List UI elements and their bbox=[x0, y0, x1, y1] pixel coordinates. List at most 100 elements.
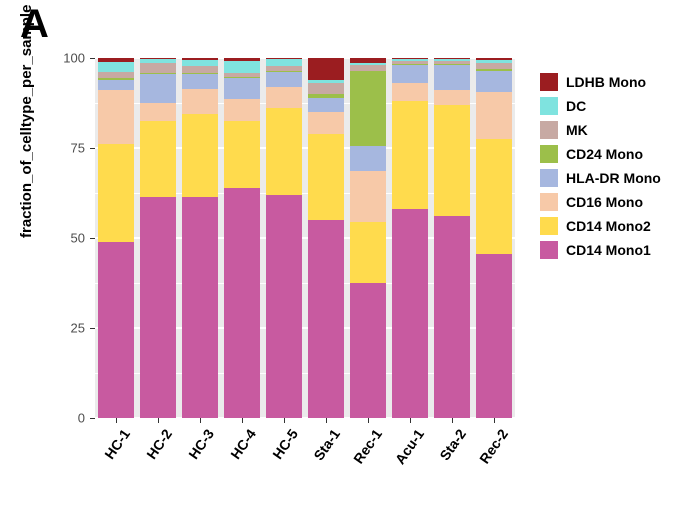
bar-segment bbox=[434, 58, 471, 59]
legend-swatch bbox=[540, 169, 558, 187]
legend-label: CD24 Mono bbox=[566, 146, 643, 162]
legend-label: CD14 Mono1 bbox=[566, 242, 651, 258]
bar-segment bbox=[308, 134, 345, 220]
bar-segment bbox=[140, 103, 177, 121]
bar-segment bbox=[476, 139, 513, 254]
bar bbox=[476, 58, 513, 418]
bar bbox=[434, 58, 471, 418]
bar-segment bbox=[182, 66, 219, 73]
bar-segment bbox=[434, 216, 471, 418]
x-tick-label: HC-4 bbox=[227, 426, 259, 462]
bar-segment bbox=[182, 89, 219, 114]
bar-segment bbox=[434, 64, 471, 65]
x-tick-label: HC-3 bbox=[185, 426, 217, 462]
x-tick-mark bbox=[284, 418, 285, 423]
bar-segment bbox=[182, 74, 219, 88]
y-tick-label: 50 bbox=[55, 231, 85, 246]
legend-label: CD16 Mono bbox=[566, 194, 643, 210]
bar-segment bbox=[434, 61, 471, 65]
bar-segment bbox=[98, 62, 135, 73]
bar-segment bbox=[98, 144, 135, 241]
legend-swatch bbox=[540, 121, 558, 139]
bar bbox=[98, 58, 135, 418]
legend-label: HLA-DR Mono bbox=[566, 170, 661, 186]
legend-item: CD24 Mono bbox=[540, 142, 680, 166]
bar-segment bbox=[476, 60, 513, 64]
bar-segment bbox=[434, 59, 471, 60]
legend-swatch bbox=[540, 193, 558, 211]
x-tick-label: Sta-1 bbox=[310, 426, 343, 463]
y-tick-label: 75 bbox=[55, 141, 85, 156]
x-tick-mark bbox=[158, 418, 159, 423]
bar-segment bbox=[140, 74, 177, 103]
legend-swatch bbox=[540, 145, 558, 163]
bar-segment bbox=[308, 112, 345, 134]
bar-segment bbox=[350, 71, 387, 147]
bar-segment bbox=[98, 242, 135, 418]
bar-segment bbox=[140, 58, 177, 59]
x-tick-mark bbox=[242, 418, 243, 423]
x-tick-mark bbox=[452, 418, 453, 423]
bar-segment bbox=[266, 72, 303, 86]
x-tick-label: Acu-1 bbox=[392, 426, 427, 467]
legend-swatch bbox=[540, 73, 558, 91]
bar-segment bbox=[98, 90, 135, 144]
bar-segment bbox=[140, 63, 177, 74]
bar-segment bbox=[350, 283, 387, 418]
y-tick-label: 100 bbox=[55, 51, 85, 66]
legend-item: CD14 Mono2 bbox=[540, 214, 680, 238]
bar-segment bbox=[476, 63, 513, 68]
bar-segment bbox=[182, 197, 219, 418]
bar-segment bbox=[308, 58, 345, 80]
legend-label: LDHB Mono bbox=[566, 74, 646, 90]
x-tick-label: HC-5 bbox=[269, 426, 301, 462]
bar-segment bbox=[308, 98, 345, 112]
bar-segment bbox=[140, 73, 177, 74]
legend-swatch bbox=[540, 97, 558, 115]
bar-segment bbox=[266, 66, 303, 71]
bar-segment bbox=[350, 171, 387, 221]
bar-segment bbox=[434, 90, 471, 104]
bar-segment bbox=[308, 83, 345, 94]
bar bbox=[224, 58, 261, 418]
bar-segment bbox=[182, 60, 219, 66]
bar-segment bbox=[392, 209, 429, 418]
bar-segment bbox=[182, 73, 219, 74]
legend-item: HLA-DR Mono bbox=[540, 166, 680, 190]
bar-segment bbox=[308, 80, 345, 84]
x-tick-mark bbox=[410, 418, 411, 423]
legend-label: CD14 Mono2 bbox=[566, 218, 651, 234]
plot-area bbox=[95, 58, 515, 418]
bars-container bbox=[95, 58, 515, 418]
bar-segment bbox=[266, 58, 303, 59]
bar-segment bbox=[182, 114, 219, 197]
bar-segment bbox=[476, 254, 513, 418]
legend-item: DC bbox=[540, 94, 680, 118]
legend-item: CD16 Mono bbox=[540, 190, 680, 214]
bar-segment bbox=[350, 146, 387, 171]
bar-segment bbox=[392, 64, 429, 65]
bar-segment bbox=[140, 59, 177, 63]
bar-segment bbox=[224, 58, 261, 61]
x-tick-label: Sta-2 bbox=[436, 426, 469, 463]
bar bbox=[350, 58, 387, 418]
bar-segment bbox=[98, 72, 135, 77]
bar-segment bbox=[476, 58, 513, 60]
bar bbox=[392, 58, 429, 418]
bar-segment bbox=[308, 94, 345, 98]
bar-segment bbox=[224, 188, 261, 418]
y-axis: 0255075100 bbox=[60, 58, 95, 418]
x-tick-mark bbox=[326, 418, 327, 423]
bar-segment bbox=[266, 59, 303, 66]
bar-segment bbox=[392, 83, 429, 101]
x-tick-label: Rec-2 bbox=[476, 426, 511, 466]
y-tick-label: 25 bbox=[55, 321, 85, 336]
legend-item: LDHB Mono bbox=[540, 70, 680, 94]
bar-segment bbox=[476, 92, 513, 139]
bar-segment bbox=[224, 73, 261, 77]
x-tick-mark bbox=[116, 418, 117, 423]
bar-segment bbox=[308, 220, 345, 418]
bar-segment bbox=[266, 108, 303, 194]
legend: LDHB MonoDCMKCD24 MonoHLA-DR MonoCD16 Mo… bbox=[540, 70, 680, 262]
x-tick-mark bbox=[494, 418, 495, 423]
